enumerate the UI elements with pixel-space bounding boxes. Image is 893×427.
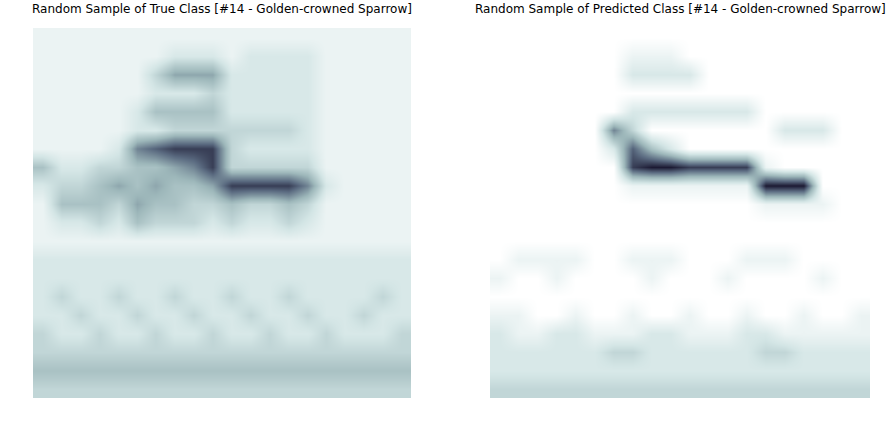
svg-text:Random Sample of Predicted Cla: Random Sample of Predicted Class [#14 - … [475, 2, 886, 16]
svg-text:Random Sample of True Class [#: Random Sample of True Class [#14 - Golde… [32, 2, 412, 16]
